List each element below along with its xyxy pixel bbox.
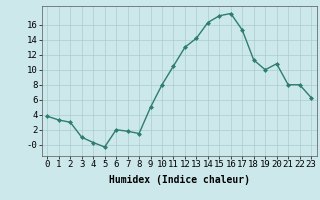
X-axis label: Humidex (Indice chaleur): Humidex (Indice chaleur) (109, 175, 250, 185)
